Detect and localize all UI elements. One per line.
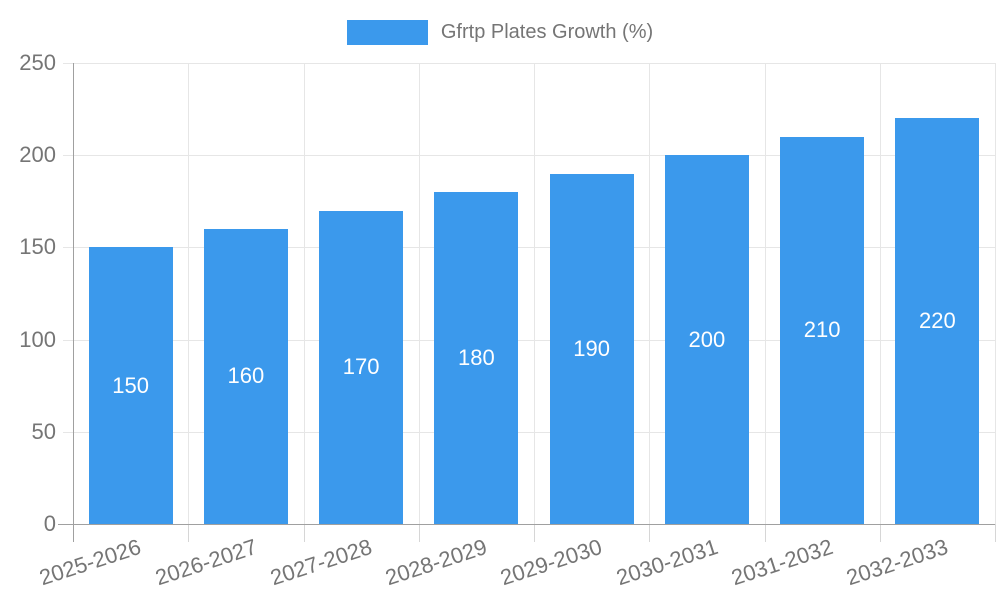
y-tick-label: 250 (19, 50, 56, 75)
x-gridline (764, 63, 766, 524)
x-axis-tick (188, 524, 190, 542)
y-gridline (63, 155, 995, 157)
y-axis-line (73, 63, 74, 524)
x-tick-label: 2025-2026 (36, 534, 145, 591)
bar: 170 (319, 210, 404, 524)
x-axis-line (58, 524, 995, 525)
y-gridline (63, 247, 995, 249)
x-gridline (303, 63, 305, 524)
bar: 150 (88, 247, 173, 524)
x-gridline (879, 63, 881, 524)
y-tick-label: 0 (43, 511, 56, 536)
x-axis-tick (764, 524, 766, 542)
bar: 160 (203, 228, 288, 524)
bar-value-label: 160 (227, 363, 265, 389)
x-axis-tick (995, 524, 996, 542)
x-gridline (188, 63, 190, 524)
x-gridline (418, 63, 420, 524)
x-tick-label: 2028-2029 (382, 534, 491, 591)
y-gridline (63, 339, 995, 341)
y-tick-label: 150 (19, 234, 56, 260)
x-gridline (649, 63, 651, 524)
x-tick-label: 2027-2028 (267, 534, 375, 591)
x-tick-label: 2026-2027 (151, 534, 260, 591)
bar: 190 (549, 173, 634, 524)
x-axis-tick (879, 524, 881, 542)
bar-value-label: 190 (573, 335, 610, 361)
y-tick-label: 50 (31, 418, 56, 444)
legend-swatch (346, 20, 428, 45)
x-axis-tick (303, 524, 305, 542)
bar-value-label: 220 (919, 308, 956, 334)
y-gridline (63, 63, 995, 64)
x-axis-tick (649, 524, 651, 542)
bar-value-label: 150 (112, 372, 149, 398)
x-gridline (995, 63, 996, 524)
x-axis-tick (418, 524, 420, 542)
bar-value-label: 170 (342, 354, 380, 380)
x-tick-label: 2032-2033 (843, 534, 952, 591)
bar: 180 (434, 192, 519, 524)
x-tick-label: 2030-2031 (612, 534, 721, 591)
x-tick-label: 2029-2030 (497, 534, 606, 591)
x-axis-tick (534, 524, 535, 542)
x-tick-label: 2031-2032 (728, 534, 836, 591)
bar: 200 (664, 155, 749, 524)
y-tick-label: 200 (19, 142, 56, 168)
y-gridline (63, 431, 995, 433)
x-axis-tick (73, 524, 74, 542)
legend-label: Gfrtp Plates Growth (%) (440, 21, 654, 43)
y-tick-label: 100 (19, 326, 56, 352)
bar: 210 (780, 136, 865, 524)
bar-value-label: 210 (803, 317, 841, 343)
legend: Gfrtp Plates Growth (%) (0, 20, 1000, 45)
bar-value-label: 180 (458, 345, 495, 371)
bar-value-label: 200 (688, 326, 726, 352)
bar: 220 (895, 118, 980, 524)
x-gridline (534, 63, 535, 524)
